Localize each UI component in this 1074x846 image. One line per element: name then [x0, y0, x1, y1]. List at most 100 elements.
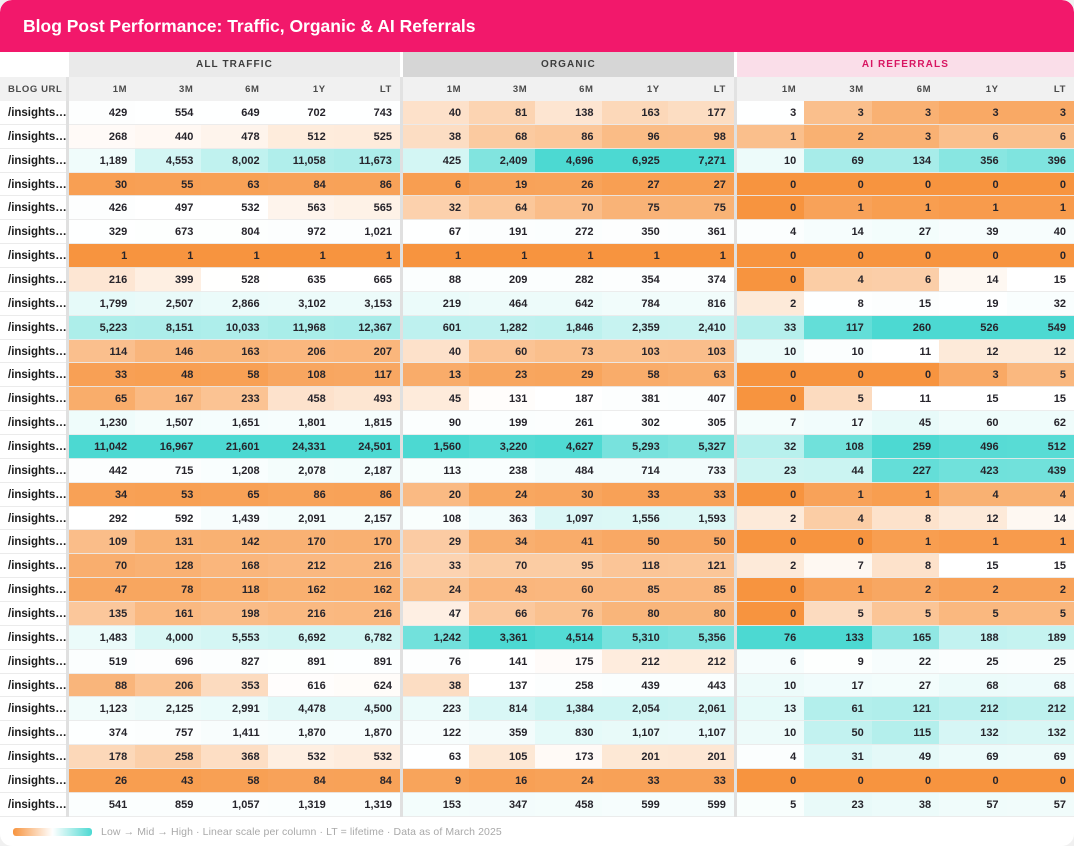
header-gap: [733, 77, 737, 101]
column-header-period: 1M: [736, 77, 805, 101]
heat-cell: 132: [1006, 721, 1074, 746]
header-gap: [66, 77, 69, 101]
heat-cell: 292: [69, 506, 136, 531]
heat-cell: 15: [871, 291, 940, 316]
heat-cell: 4: [804, 506, 872, 531]
heat-cell: 33: [601, 769, 668, 793]
heat-cell: 65: [69, 387, 136, 412]
heat-cell: 16,967: [135, 435, 202, 459]
heat-cell: 146: [135, 339, 202, 364]
heat-cell: 13: [402, 363, 470, 388]
heat-cell: 64: [469, 196, 536, 221]
heat-cell: 25: [1006, 649, 1074, 674]
heat-cell: 11: [871, 387, 940, 412]
blog-url-cell: /insights…: [0, 697, 66, 722]
group-gap: [399, 52, 403, 77]
heat-cell: 1: [736, 124, 805, 149]
heat-cell: 512: [1006, 435, 1074, 459]
heat-cell: 216: [333, 602, 400, 626]
heat-cell: 439: [601, 673, 668, 698]
heat-cell: 1: [939, 530, 1007, 555]
heat-cell: 512: [267, 124, 334, 149]
heat-cell: 115: [871, 721, 940, 746]
heat-cell: 15: [1006, 268, 1074, 292]
heat-cell: 25: [939, 649, 1007, 674]
heat-cell: 2,409: [469, 148, 536, 173]
heat-cell: 1: [267, 244, 334, 269]
heat-cell: 10: [736, 339, 805, 364]
heat-cell: 43: [135, 769, 202, 793]
heat-cell: 425: [402, 148, 470, 173]
heat-cell: 11,968: [267, 315, 334, 340]
heat-cell: 1: [1006, 530, 1074, 555]
heat-cell: 1,507: [135, 411, 202, 436]
heat-cell: 4: [1006, 482, 1074, 507]
heat-cell: 4: [736, 745, 805, 770]
heat-cell: 4,000: [135, 625, 202, 650]
heat-cell: 0: [804, 244, 872, 269]
heat-cell: 45: [402, 387, 470, 412]
heat-cell: 168: [201, 554, 268, 579]
heat-cell: 80: [667, 602, 734, 626]
heat-cell: 117: [804, 315, 872, 340]
heat-cell: 131: [469, 387, 536, 412]
heat-cell: 121: [667, 554, 734, 579]
heat-cell: 5: [736, 792, 805, 817]
heat-cell: 76: [736, 625, 805, 650]
column-gap-strip: [66, 101, 69, 817]
heat-cell: 32: [736, 435, 805, 459]
heat-cell: 68: [469, 124, 536, 149]
heat-cell: 80: [601, 602, 668, 626]
heat-cell: 329: [69, 220, 136, 245]
heat-cell: 0: [736, 602, 805, 626]
heat-cell: 68: [1006, 673, 1074, 698]
blog-url-cell: /insights…: [0, 244, 66, 269]
heat-cell: 9: [804, 649, 872, 674]
heat-cell: 12: [1006, 339, 1074, 364]
heat-cell: 122: [402, 721, 470, 746]
heat-cell: 86: [333, 172, 400, 197]
heat-cell: 10: [736, 673, 805, 698]
heat-cell: 0: [736, 268, 805, 292]
heat-cell: 5: [1006, 602, 1074, 626]
heat-cell: 528: [201, 268, 268, 292]
heat-cell: 1,057: [201, 792, 268, 817]
blog-url-cell: /insights…: [0, 769, 66, 793]
heat-cell: 201: [601, 745, 668, 770]
heat-cell: 212: [601, 649, 668, 674]
heat-cell: 113: [402, 458, 470, 483]
heat-cell: 496: [939, 435, 1007, 459]
heat-cell: 48: [135, 363, 202, 388]
heat-cell: 0: [804, 769, 872, 793]
heat-cell: 31: [804, 745, 872, 770]
group-gap: [733, 52, 737, 77]
heat-cell: 1: [201, 244, 268, 269]
heat-cell: 162: [333, 578, 400, 603]
heat-cell: 27: [871, 220, 940, 245]
heat-cell: 1: [871, 530, 940, 555]
heat-cell: 0: [804, 363, 872, 388]
group-header-all-traffic: ALL TRAFFIC: [69, 52, 400, 77]
heat-cell: 12,367: [333, 315, 400, 340]
heat-cell: 201: [667, 745, 734, 770]
heat-cell: 1,846: [535, 315, 602, 340]
heat-cell: 47: [402, 602, 470, 626]
heat-cell: 6: [402, 172, 470, 197]
heat-cell: 23: [736, 458, 805, 483]
heat-cell: 0: [804, 530, 872, 555]
blog-url-cell: /insights…: [0, 482, 66, 507]
blog-url-cell: /insights…: [0, 196, 66, 221]
heat-cell: 0: [736, 172, 805, 197]
heat-cell: 128: [135, 554, 202, 579]
heat-cell: 85: [601, 578, 668, 603]
heat-cell: 11,673: [333, 148, 400, 173]
heat-cell: 73: [535, 339, 602, 364]
heat-cell: 1,483: [69, 625, 136, 650]
heat-cell: 1,189: [69, 148, 136, 173]
blog-url-cell: /insights…: [0, 745, 66, 770]
heat-cell: 8: [804, 291, 872, 316]
heat-cell: 32: [1006, 291, 1074, 316]
heat-cell: 199: [469, 411, 536, 436]
heat-cell: 458: [267, 387, 334, 412]
heat-cell: 62: [1006, 411, 1074, 436]
